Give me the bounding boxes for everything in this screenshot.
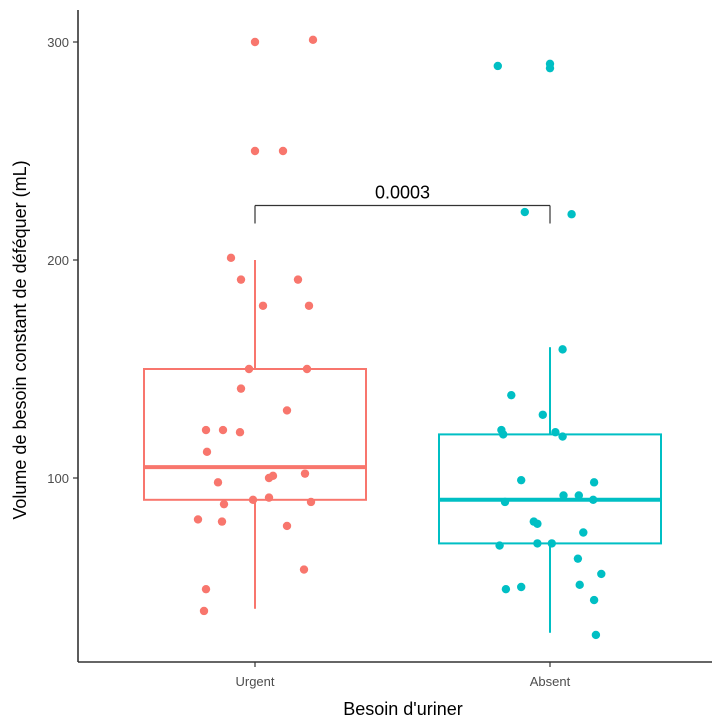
data-point-absent	[579, 528, 588, 537]
data-point-urgent	[248, 495, 258, 504]
x-tick-label-absent: Absent	[530, 674, 571, 689]
data-point-urgent	[299, 565, 309, 574]
data-point-urgent	[300, 469, 310, 478]
data-point-urgent	[218, 425, 228, 435]
data-point-absent	[558, 432, 567, 441]
data-point-absent	[559, 491, 568, 500]
data-point-absent	[500, 497, 510, 507]
data-point-absent	[533, 539, 542, 548]
data-point-urgent	[304, 301, 314, 310]
data-point-urgent	[202, 447, 212, 457]
data-point-absent	[574, 491, 583, 500]
y-axis-title: Volume de besoin constant de déféquer (m…	[10, 160, 30, 519]
data-point-urgent	[201, 584, 211, 594]
data-point-urgent	[193, 515, 203, 524]
data-point-urgent	[258, 301, 268, 310]
data-point-absent	[591, 630, 601, 640]
y-tick-label-100: 100	[47, 471, 69, 486]
data-point-urgent	[250, 146, 260, 156]
data-point-urgent	[278, 146, 288, 156]
data-point-absent	[551, 428, 560, 437]
y-tick-label-200: 200	[47, 253, 69, 268]
axes-layer: 100 200 300 Urgent Absent	[47, 10, 712, 689]
data-point-absent	[567, 210, 576, 219]
data-point-urgent	[226, 253, 236, 263]
data-point-absent	[547, 539, 556, 548]
points-layer	[193, 35, 606, 640]
data-point-urgent	[199, 606, 209, 616]
data-point-absent	[501, 584, 511, 594]
data-point-urgent	[308, 35, 318, 45]
data-point-urgent	[236, 384, 246, 393]
data-point-absent	[517, 475, 526, 485]
data-point-absent	[517, 582, 526, 592]
data-point-urgent	[250, 37, 260, 47]
x-axis-title: Besoin d'uriner	[343, 699, 463, 719]
data-point-absent	[573, 554, 583, 563]
box-absent	[438, 433, 662, 545]
data-point-absent	[545, 63, 555, 73]
data-point-absent	[589, 478, 599, 487]
data-point-absent	[589, 495, 598, 504]
x-tick-label-urgent: Urgent	[235, 674, 274, 689]
box-urgent	[143, 368, 367, 501]
data-point-absent	[499, 430, 508, 439]
data-point-absent	[558, 345, 567, 354]
data-point-urgent	[302, 364, 312, 374]
data-point-absent	[589, 595, 599, 605]
data-point-urgent	[219, 499, 229, 509]
data-point-absent	[533, 519, 542, 528]
data-point-absent	[520, 207, 529, 217]
data-point-urgent	[201, 425, 211, 435]
data-point-urgent	[213, 478, 223, 487]
significance-bracket: 0.0003	[254, 183, 551, 224]
data-point-urgent	[264, 473, 274, 483]
data-point-absent	[538, 410, 547, 419]
y-tick-label-300: 300	[47, 35, 69, 50]
data-point-absent	[493, 61, 502, 71]
data-point-urgent	[293, 275, 303, 284]
data-point-urgent	[217, 517, 227, 526]
data-point-urgent	[235, 428, 245, 437]
data-point-absent	[495, 541, 504, 550]
data-point-absent	[507, 390, 516, 400]
data-point-absent	[597, 569, 606, 579]
data-point-urgent	[282, 521, 292, 531]
boxes-layer	[143, 260, 662, 633]
data-point-urgent	[264, 493, 274, 502]
p-value-label: 0.0003	[375, 183, 430, 203]
data-point-urgent	[282, 406, 292, 415]
data-point-urgent	[306, 497, 316, 507]
data-point-urgent	[244, 364, 254, 374]
data-point-absent	[575, 580, 584, 590]
data-point-urgent	[236, 275, 246, 284]
